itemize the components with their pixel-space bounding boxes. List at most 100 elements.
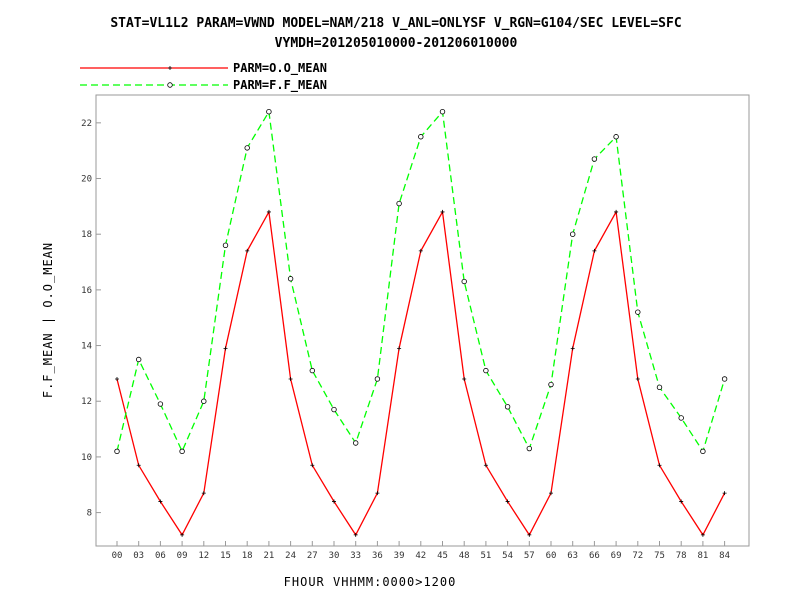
data-point	[353, 440, 359, 446]
data-point	[135, 356, 142, 363]
data-point	[266, 109, 272, 115]
legend-label: PARM=F.F_MEAN	[233, 78, 327, 93]
data-point	[397, 346, 402, 351]
data-point	[158, 499, 163, 504]
y-tick-label: 12	[81, 397, 92, 407]
legend-marker	[168, 66, 172, 70]
data-point	[332, 499, 336, 504]
data-point	[614, 209, 619, 214]
x-tick-label: 75	[654, 551, 665, 561]
data-point	[483, 463, 488, 468]
x-tick-label: 63	[567, 551, 578, 561]
data-point	[635, 376, 640, 381]
data-point	[180, 532, 185, 537]
x-tick-label: 45	[437, 551, 448, 561]
data-point	[722, 491, 727, 496]
data-point	[591, 156, 598, 162]
data-point	[115, 376, 119, 381]
data-point	[461, 278, 467, 285]
x-tick-label: 66	[589, 551, 600, 561]
data-point	[418, 134, 424, 140]
y-tick-label: 8	[87, 509, 92, 519]
y-tick-label: 14	[81, 342, 92, 352]
x-axis-label: FHOUR VHHMM:0000>1200	[284, 575, 457, 589]
data-point	[309, 367, 315, 374]
x-tick-label: 81	[697, 551, 708, 561]
data-point	[635, 309, 641, 315]
y-tick-label: 18	[81, 230, 92, 240]
data-point	[244, 145, 250, 151]
x-tick-label: 00	[112, 551, 123, 561]
data-point	[439, 109, 446, 115]
data-point	[201, 398, 207, 404]
x-tick-label: 48	[459, 551, 470, 561]
data-point	[310, 463, 315, 468]
x-tick-label: 42	[415, 551, 426, 561]
x-tick-label: 60	[546, 551, 557, 561]
data-point	[287, 276, 294, 282]
data-point	[548, 381, 554, 388]
data-point	[266, 209, 271, 214]
data-point	[331, 406, 337, 413]
data-point	[700, 532, 705, 537]
data-point	[592, 248, 597, 253]
legend-item: PARM=F.F_MEAN	[80, 78, 327, 93]
data-point	[353, 532, 358, 537]
x-tick-label: 03	[133, 551, 144, 561]
data-point	[657, 463, 662, 468]
x-tick-label: 18	[242, 551, 253, 561]
x-tick-label: 24	[285, 551, 296, 561]
y-axis: 8 10 12 14 16 18 20 22	[81, 119, 101, 519]
data-point	[504, 404, 511, 410]
x-tick-label: 06	[155, 551, 166, 561]
legend-item: PARM=O.O_MEAN	[80, 61, 327, 76]
data-point	[656, 384, 663, 391]
x-tick-label: 51	[480, 551, 491, 561]
data-point	[679, 499, 684, 504]
data-point	[288, 376, 293, 381]
y-axis-label: F.F_MEAN | O.O_MEAN	[41, 242, 55, 398]
plot-frame	[95, 94, 750, 547]
data-point	[136, 463, 141, 468]
x-tick-label: 09	[177, 551, 188, 561]
data-point	[526, 445, 532, 452]
series-line	[116, 109, 726, 453]
x-tick-label: 12	[198, 551, 209, 561]
x-tick-label: 54	[502, 551, 513, 561]
chart-title: STAT=VL1L2 PARAM=VWND MODEL=NAM/218 V_AN…	[110, 16, 681, 31]
x-axis: 00 03 06 09 12 15 18 21 24 27 30 33 36 39 42 45 48 51 54 57…	[112, 541, 730, 561]
y-tick-label: 22	[81, 119, 92, 129]
data-point	[157, 401, 164, 407]
data-point	[179, 448, 185, 455]
data-point	[114, 448, 120, 455]
series-0	[115, 209, 727, 537]
x-tick-label: 57	[524, 551, 535, 561]
data-point	[418, 248, 423, 253]
series-layer	[114, 109, 728, 537]
data-point	[440, 209, 445, 214]
y-tick-label: 20	[81, 175, 92, 185]
x-tick-label: 72	[632, 551, 643, 561]
data-point	[549, 491, 553, 496]
chart-subtitle: VYMDH=201205010000-201206010000	[275, 36, 518, 51]
data-point	[462, 376, 467, 381]
data-point	[613, 134, 619, 140]
data-point	[483, 367, 489, 374]
data-point	[678, 415, 684, 421]
x-tick-label: 21	[263, 551, 274, 561]
data-point	[527, 532, 532, 537]
data-point	[201, 491, 206, 496]
series-1	[114, 109, 728, 455]
y-tick-label: 10	[81, 453, 92, 463]
x-tick-label: 39	[394, 551, 405, 561]
y-tick-label: 16	[81, 286, 92, 296]
x-tick-label: 15	[220, 551, 231, 561]
data-point	[700, 448, 706, 455]
x-tick-label: 33	[350, 551, 361, 561]
x-tick-label: 78	[676, 551, 687, 561]
data-point	[721, 376, 728, 382]
data-point	[570, 231, 576, 237]
x-tick-label: 36	[372, 551, 383, 561]
data-point	[223, 346, 228, 351]
